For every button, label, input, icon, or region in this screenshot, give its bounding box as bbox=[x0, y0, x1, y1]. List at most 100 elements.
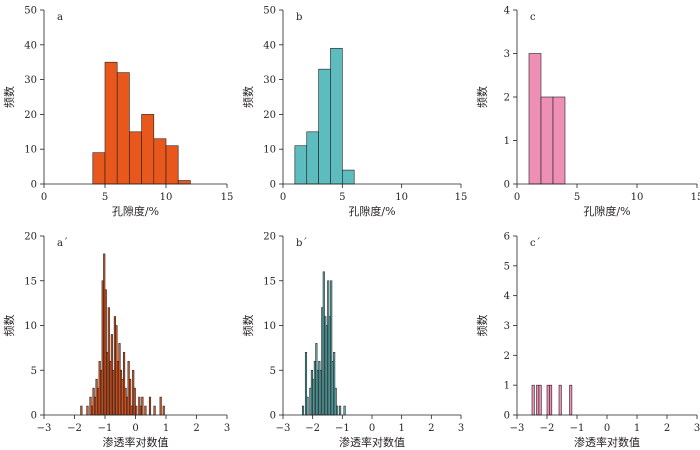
histogram-panel-3: 0 1 2 3 4 0 5 10 15 c 孔隙度/% 频数 bbox=[475, 6, 700, 219]
histogram-bar bbox=[148, 396, 152, 416]
histogram-bar bbox=[159, 396, 162, 416]
x-tick-label: 2 bbox=[664, 423, 670, 434]
histogram-bar bbox=[162, 405, 165, 416]
histogram-bar bbox=[540, 96, 554, 185]
y-tick-label: 2 bbox=[504, 351, 510, 362]
y-tick-label: 1 bbox=[504, 136, 510, 147]
histogram-bar bbox=[538, 384, 542, 416]
x-tick-label: 1 bbox=[163, 423, 169, 434]
histogram-bar bbox=[86, 405, 89, 416]
x-tick-label: 1 bbox=[634, 423, 640, 434]
histogram-bar bbox=[306, 396, 309, 416]
histogram-bar bbox=[536, 384, 540, 416]
y-tick-label: 40 bbox=[24, 40, 37, 51]
y-tick-label: 10 bbox=[24, 145, 37, 156]
y-tick-label: 0 bbox=[31, 180, 37, 191]
y-tick-label: 5 bbox=[504, 261, 510, 272]
x-axis-title: 渗透率对数值 bbox=[339, 435, 405, 449]
panel-label: a bbox=[57, 12, 63, 23]
y-axis-title: 频数 bbox=[241, 315, 255, 337]
histogram-bar bbox=[294, 145, 308, 185]
x-tick-label: −3 bbox=[276, 423, 291, 434]
y-tick-label: 5 bbox=[31, 366, 37, 377]
x-tick-label: 1 bbox=[398, 423, 404, 434]
x-axis-title: 孔隙度/% bbox=[112, 204, 159, 218]
y-axis-title: 频数 bbox=[2, 315, 16, 337]
y-tick-label: 1 bbox=[504, 381, 510, 392]
x-tick-label: 0 bbox=[41, 192, 47, 203]
y-axis-title: 频数 bbox=[475, 315, 489, 337]
y-tick-label: 6 bbox=[504, 232, 510, 243]
y-tick-label: 2 bbox=[504, 93, 510, 104]
y-tick-label: 15 bbox=[263, 276, 276, 287]
x-tick-label: 5 bbox=[574, 192, 580, 203]
x-tick-label: 10 bbox=[631, 192, 644, 203]
y-tick-label: 5 bbox=[270, 366, 276, 377]
x-tick-label: 0 bbox=[280, 192, 286, 203]
y-tick-label: 10 bbox=[24, 321, 37, 332]
x-tick-label: −2 bbox=[67, 423, 82, 434]
y-tick-label: 3 bbox=[504, 49, 510, 60]
histogram-bar bbox=[104, 61, 118, 185]
x-tick-label: 5 bbox=[339, 192, 345, 203]
y-tick-label: 20 bbox=[263, 110, 276, 121]
y-tick-label: 3 bbox=[504, 321, 510, 332]
histogram-bar bbox=[153, 405, 156, 416]
x-tick-label: 0 bbox=[604, 423, 610, 434]
x-tick-label: 3 bbox=[224, 423, 230, 434]
histogram-panel-4: 0 5 10 15 20 −3 −2 −1 0 1 2 3 a´ 渗透率对数值 频数 bbox=[2, 232, 230, 450]
y-tick-label: 50 bbox=[24, 6, 37, 17]
panel-label: c bbox=[530, 12, 536, 23]
y-axis-title: 频数 bbox=[241, 86, 255, 108]
histogram-bar bbox=[336, 405, 339, 416]
y-tick-label: 0 bbox=[504, 180, 510, 191]
y-tick-label: 0 bbox=[504, 411, 510, 422]
y-tick-label: 30 bbox=[263, 75, 276, 86]
histogram-panel-5: 0 5 10 15 20 −3 −2 −1 0 1 2 3 b´ 渗透率对数值 频数 bbox=[241, 232, 464, 450]
histogram-bar bbox=[330, 47, 343, 185]
y-tick-label: 0 bbox=[270, 411, 276, 422]
histogram-bar bbox=[318, 68, 331, 185]
histogram-bar bbox=[153, 138, 167, 185]
y-tick-label: 30 bbox=[24, 75, 37, 86]
histogram-panel-6: 0 1 2 3 4 5 6 −3 −2 −1 0 1 2 3 c´ 渗透率对数值 频数 bbox=[475, 232, 700, 450]
histogram-bar bbox=[116, 72, 130, 185]
histogram-bar bbox=[549, 384, 553, 416]
x-tick-label: 0 bbox=[132, 423, 138, 434]
x-tick-label: 5 bbox=[102, 192, 108, 203]
histogram-bar bbox=[343, 405, 346, 416]
x-tick-label: −2 bbox=[305, 423, 320, 434]
x-tick-label: 2 bbox=[193, 423, 199, 434]
histogram-bar bbox=[129, 131, 142, 185]
x-tick-label: −2 bbox=[540, 423, 555, 434]
x-tick-label: −3 bbox=[510, 423, 525, 434]
histogram-panel-2: 0 10 20 30 40 50 0 5 10 15 b 孔隙度/% 频数 bbox=[241, 6, 467, 219]
x-tick-label: 0 bbox=[369, 423, 375, 434]
x-tick-label: −1 bbox=[570, 423, 585, 434]
x-tick-label: 0 bbox=[514, 192, 520, 203]
histogram-bar bbox=[531, 384, 535, 416]
y-tick-label: 20 bbox=[263, 232, 276, 243]
histogram-bar bbox=[92, 152, 106, 185]
histogram-bar bbox=[144, 405, 147, 416]
histogram-bar bbox=[558, 384, 562, 416]
histogram-bar bbox=[528, 53, 542, 185]
y-axis-title: 频数 bbox=[475, 86, 489, 108]
x-tick-label: 15 bbox=[691, 192, 700, 203]
x-tick-label: 10 bbox=[160, 192, 173, 203]
x-tick-label: 2 bbox=[428, 423, 434, 434]
x-tick-label: 15 bbox=[455, 192, 468, 203]
histogram-bar bbox=[546, 384, 550, 416]
histogram-bar bbox=[306, 131, 319, 185]
x-tick-label: 10 bbox=[395, 192, 408, 203]
y-tick-label: 20 bbox=[24, 110, 37, 121]
y-axis-title: 频数 bbox=[2, 86, 16, 108]
x-tick-label: −1 bbox=[335, 423, 350, 434]
y-tick-label: 0 bbox=[31, 411, 37, 422]
x-axis-title: 孔隙度/% bbox=[348, 204, 395, 218]
histogram-bar bbox=[339, 405, 342, 416]
x-tick-label: 3 bbox=[458, 423, 464, 434]
histogram-panel-1: 0 10 20 30 40 50 0 5 10 15 a 孔隙度/% 频数 bbox=[2, 6, 233, 219]
panel-label: c´ bbox=[530, 238, 541, 249]
